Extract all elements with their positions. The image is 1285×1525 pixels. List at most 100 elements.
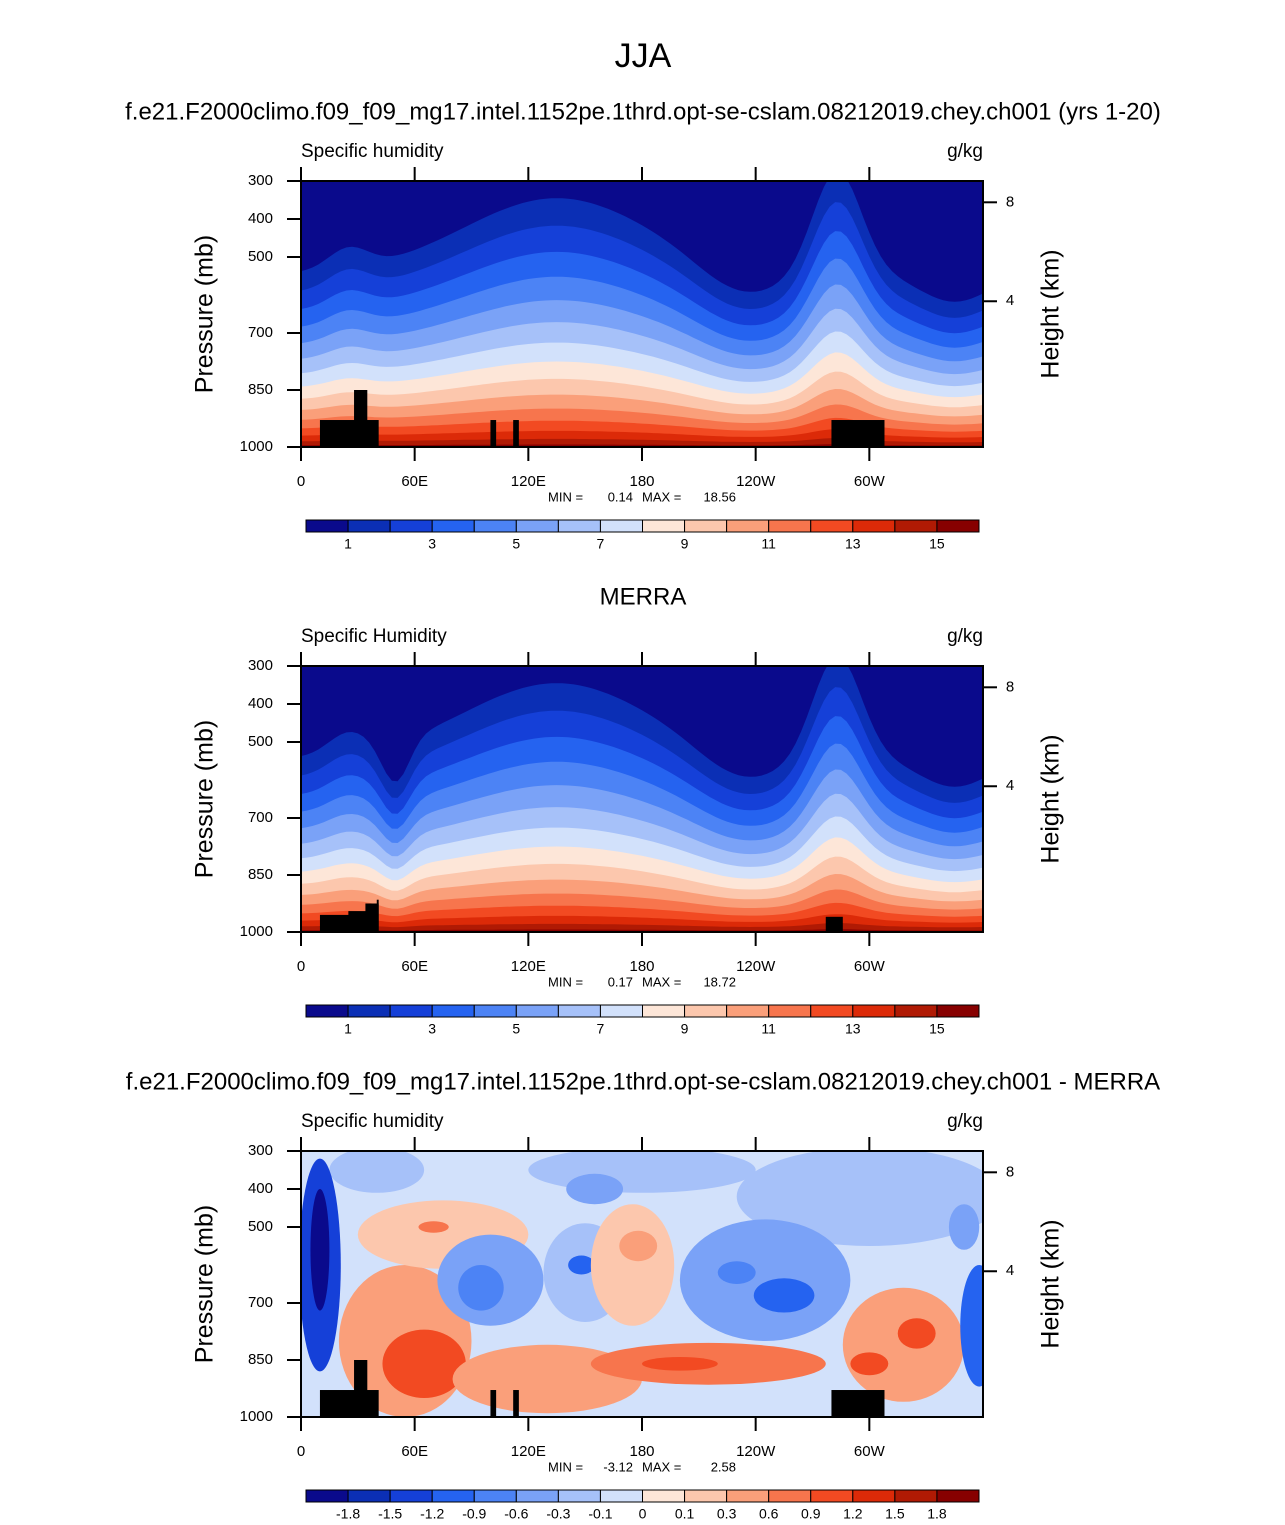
colorbar-box [557,1489,601,1503]
y-tick-label: 400 [248,210,273,227]
colorbar-box [852,519,896,533]
colorbar-label: 3 [428,536,436,552]
colorbar-label: 9 [681,1021,689,1037]
colorbar-label: -1.5 [378,1506,402,1522]
colorbar-label: -0.6 [504,1506,528,1522]
panel: f.e21.F2000climo.f09_f09_mg17.intel.1152… [125,98,1161,551]
colorbar-label: 0.9 [801,1506,821,1522]
colorbar-box [642,1489,686,1503]
topography [354,390,368,447]
colorbar-box [768,1489,812,1503]
contour-blob [528,1151,756,1193]
colorbar-label: 11 [761,536,776,552]
colorbar-box [305,519,349,533]
contour-blob [619,1230,658,1262]
colorbar-box [936,1004,980,1018]
colorbar-label: 0.3 [717,1506,737,1522]
colorbar-label: 1 [344,1021,352,1037]
x-tick-label: 120W [736,958,776,975]
y-tick-label: 850 [248,866,273,883]
x-tick-label: 180 [629,1443,654,1460]
y2-tick-label: 8 [1006,1163,1014,1180]
colorbar-label: 3 [428,1021,436,1037]
max-value: 2.58 [711,1459,736,1474]
left-label: Specific Humidity [301,626,447,647]
colorbar-box [726,1489,770,1503]
contour-field [301,181,983,447]
colorbar-box [936,1489,980,1503]
y-axis-label: Pressure (mb) [191,235,219,393]
topography [354,1360,368,1417]
colorbar-box [347,519,391,533]
colorbar-label: 9 [681,536,689,552]
colorbar-box [557,1004,601,1018]
min-label: MIN = [548,489,583,504]
colorbar-label: 1.5 [885,1506,905,1522]
colorbar-box [473,519,517,533]
contour-blob [458,1265,504,1311]
colorbar-box [599,1489,643,1503]
x-tick-label: 60E [401,473,428,490]
colorbar-box [810,1004,854,1018]
x-tick-label: 180 [629,958,654,975]
topography [365,903,379,932]
topography [831,420,885,447]
colorbar-box [894,1004,938,1018]
colorbar-box [852,1489,896,1503]
x-tick-label: 60E [401,1443,428,1460]
y-tick-label: 1000 [240,1408,273,1425]
colorbar-label: 5 [512,536,520,552]
y2-tick-label: 8 [1006,678,1014,695]
y2-tick-label: 4 [1006,292,1014,309]
contour-blob [568,1255,595,1275]
x-tick-label: 120E [511,958,546,975]
colorbar-label: 15 [929,536,945,552]
y-tick-label: 300 [248,1142,273,1159]
colorbar-box [473,1489,517,1503]
colorbar-box [684,1489,728,1503]
colorbar-box [305,1489,349,1503]
min-value: 0.17 [608,974,633,989]
colorbar-label: 13 [845,1021,861,1037]
y-tick-label: 700 [248,324,273,341]
colorbar-box [726,1004,770,1018]
x-tick-label: 60E [401,958,428,975]
colorbar-box [557,519,601,533]
contour-blob [642,1356,718,1371]
y-tick-label: 500 [248,733,273,750]
max-label: MAX = [642,974,681,989]
colorbar-label: -0.3 [546,1506,570,1522]
y-tick-label: 500 [248,1218,273,1235]
max-value: 18.56 [703,489,736,504]
x-tick-label: 0 [297,1443,305,1460]
y2-tick-label: 4 [1006,777,1014,794]
contour-blob [717,1261,756,1284]
y-axis-label: Pressure (mb) [191,720,219,878]
colorbar-box [642,1004,686,1018]
min-label: MIN = [548,974,583,989]
y2-axis-label: Height (km) [1037,1219,1065,1348]
y-tick-label: 500 [248,248,273,265]
colorbar-label: 7 [597,1021,605,1037]
x-tick-label: 180 [629,473,654,490]
contour-blob [753,1278,815,1313]
y2-axis-label: Height (km) [1037,249,1065,378]
topography [376,899,379,932]
colorbar-label: 5 [512,1021,520,1037]
colorbar-box [431,1489,475,1503]
y-tick-label: 1000 [240,438,273,455]
colorbar-label: 13 [845,536,861,552]
colorbar-label: 1.8 [927,1506,947,1522]
contour-blob [329,1151,425,1193]
topography [831,1390,885,1417]
colorbar-label: 15 [929,1021,945,1037]
colorbar-box [431,519,475,533]
x-tick-label: 0 [297,473,305,490]
colorbar-label: 7 [597,536,605,552]
panel: f.e21.F2000climo.f09_f09_mg17.intel.1152… [126,1068,1160,1521]
y2-tick-label: 8 [1006,193,1014,210]
colorbar-box [852,1004,896,1018]
right-label: g/kg [947,626,983,647]
x-tick-label: 60W [854,958,886,975]
max-label: MAX = [642,1459,681,1474]
